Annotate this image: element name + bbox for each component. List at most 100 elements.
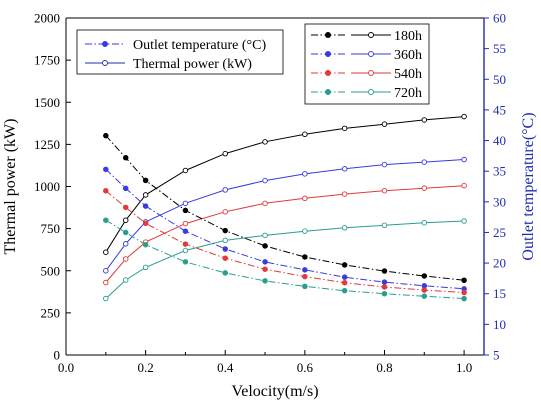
power-point-720h: [222, 237, 228, 244]
y-left-tick-label: 1250: [34, 137, 60, 152]
power-point-180h: [262, 139, 268, 145]
legend-power-marker-720h: [368, 89, 374, 95]
temp-point-180h: [122, 154, 129, 161]
y-left-tick-label: 2000: [34, 11, 60, 26]
legend-series-label: 360h: [394, 48, 422, 63]
y-left-tick-label: 1000: [34, 179, 60, 194]
x-tick-label: 0.6: [297, 360, 314, 375]
temp-point-360h: [103, 166, 109, 173]
y-right-tick-label: 60: [493, 11, 506, 26]
temp-line-540h: [105, 190, 465, 293]
legend-type-marker: [102, 60, 108, 66]
temp-point-720h: [262, 278, 268, 284]
power-point-720h: [262, 232, 268, 239]
y-right-tick-label: 50: [493, 72, 506, 87]
temp-point-180h: [142, 177, 149, 184]
power-point-720h: [122, 277, 129, 283]
legend-temp-marker-180h: [325, 32, 331, 38]
temp-point-360h: [122, 185, 129, 192]
legend-power-marker-180h: [368, 32, 374, 38]
temp-point-720h: [182, 259, 189, 265]
axes: 0.0 0.2 0.4 0.6 0.8 1.0 0 250 500 750 1000 1250 1500…: [2, 11, 537, 401]
temp-point-720h: [381, 290, 388, 297]
power-line-540h: [105, 185, 465, 283]
power-point-180h: [222, 150, 228, 157]
legend-series-label: 720h: [394, 86, 422, 101]
legend-series-label: 540h: [394, 67, 422, 82]
power-point-180h: [341, 125, 348, 132]
x-tick-label: 0.4: [217, 360, 234, 375]
power-point-540h: [222, 209, 228, 215]
series-layer: [103, 113, 467, 302]
power-line-720h: [105, 220, 465, 299]
power-point-360h: [341, 166, 348, 172]
temp-point-720h: [302, 283, 308, 290]
y-right-tick-label: 35: [493, 164, 506, 179]
power-point-180h: [182, 167, 189, 174]
power-point-360h: [302, 171, 308, 177]
temp-point-360h: [262, 259, 268, 265]
y-right-tick-label: 45: [493, 102, 506, 117]
temp-point-720h: [341, 287, 348, 294]
y-left-tick-label: 250: [41, 305, 61, 320]
temp-point-180h: [381, 268, 388, 274]
y-left-tick-label: 0: [54, 348, 61, 363]
temp-line-360h: [105, 168, 465, 290]
temp-point-180h: [222, 227, 228, 234]
power-point-720h: [421, 219, 428, 226]
temp-point-180h: [103, 132, 109, 139]
y-right-tick-label: 30: [493, 194, 506, 209]
power-point-540h: [421, 185, 428, 191]
legend-type-label: Thermal power (kW): [133, 57, 252, 72]
y-right-tick-label: 25: [493, 225, 506, 240]
temp-point-360h: [142, 203, 149, 209]
power-point-180h: [421, 117, 428, 123]
x-tick-label: 0.8: [376, 360, 392, 375]
legends: Outlet temperature (°C) Thermal power (kW…: [76, 23, 430, 105]
temp-point-180h: [461, 277, 467, 283]
power-point-540h: [381, 187, 388, 194]
legend-temp-marker-360h: [325, 51, 331, 57]
y-right-tick-label: 20: [493, 256, 506, 271]
power-point-540h: [122, 256, 129, 262]
y-right-tick-label: 15: [493, 286, 506, 301]
x-tick-label: 0.0: [58, 360, 74, 375]
temp-point-360h: [182, 228, 189, 234]
temp-point-720h: [142, 241, 149, 248]
temp-point-540h: [262, 266, 268, 272]
y-left-tick-label: 1750: [34, 53, 60, 68]
x-tick-label: 0.2: [137, 360, 153, 375]
temp-point-540h: [421, 287, 428, 293]
temp-point-180h: [182, 207, 189, 214]
power-point-180h: [103, 249, 109, 255]
legend-type-box: [76, 29, 284, 75]
power-point-180h: [381, 121, 388, 127]
temp-line-720h: [105, 219, 465, 300]
x-axis-label: Velocity(m/s): [231, 383, 318, 400]
power-point-720h: [182, 247, 189, 254]
power-point-360h: [461, 156, 467, 163]
power-point-540h: [341, 191, 348, 197]
legend-type-marker: [102, 41, 108, 47]
temp-point-540h: [381, 284, 388, 290]
power-point-720h: [302, 228, 308, 234]
power-point-360h: [103, 268, 109, 274]
temp-point-180h: [262, 243, 268, 249]
y-right-tick-label: 55: [493, 41, 506, 56]
power-point-360h: [262, 177, 268, 184]
temp-point-360h: [341, 274, 348, 280]
power-point-540h: [302, 195, 308, 202]
power-point-540h: [182, 220, 189, 227]
temp-point-180h: [421, 273, 428, 279]
power-line-180h: [105, 116, 465, 253]
power-point-360h: [381, 161, 388, 168]
power-point-180h: [122, 217, 129, 223]
y-left-tick-label: 500: [41, 263, 61, 278]
y-left-axis-label: Thermal power (kW): [2, 119, 19, 255]
temp-point-360h: [302, 267, 308, 273]
temp-point-720h: [122, 229, 129, 236]
temp-point-540h: [103, 188, 109, 194]
temp-line-180h: [105, 135, 465, 281]
power-point-720h: [461, 218, 467, 224]
